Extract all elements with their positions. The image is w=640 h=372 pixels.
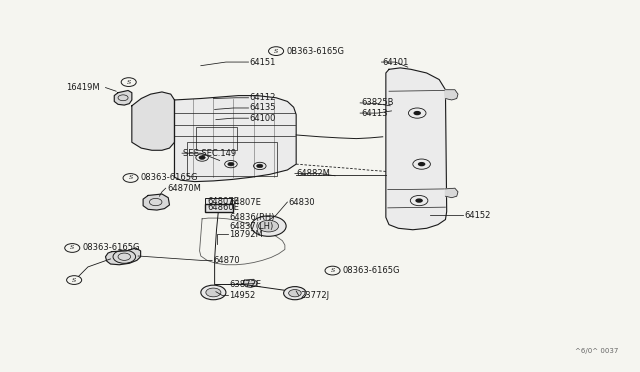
Text: 64101: 64101 xyxy=(383,58,409,67)
Polygon shape xyxy=(115,90,132,105)
Polygon shape xyxy=(243,279,257,287)
Text: 64151: 64151 xyxy=(250,58,276,67)
Text: 0B363-6165G: 0B363-6165G xyxy=(286,46,344,55)
Circle shape xyxy=(259,220,278,232)
Text: 64837(LH): 64837(LH) xyxy=(229,222,273,231)
Circle shape xyxy=(284,286,306,300)
Text: 14952: 14952 xyxy=(229,291,255,300)
FancyBboxPatch shape xyxy=(205,198,232,205)
Text: S: S xyxy=(127,80,131,84)
Polygon shape xyxy=(106,248,141,265)
Text: SEE SEC.149: SEE SEC.149 xyxy=(183,150,236,158)
Circle shape xyxy=(415,198,423,203)
Text: 18792M: 18792M xyxy=(229,230,263,239)
Circle shape xyxy=(257,164,263,168)
Polygon shape xyxy=(445,90,458,100)
Text: 64152: 64152 xyxy=(464,211,491,219)
Circle shape xyxy=(413,111,421,115)
Text: S: S xyxy=(129,176,132,180)
Polygon shape xyxy=(175,96,296,182)
Text: 23772J: 23772J xyxy=(300,291,329,300)
Circle shape xyxy=(418,162,426,166)
Text: 64807E: 64807E xyxy=(229,198,261,207)
Text: 63825B: 63825B xyxy=(362,98,394,108)
Text: 63872E: 63872E xyxy=(229,280,261,289)
Text: S: S xyxy=(330,268,335,273)
Circle shape xyxy=(228,162,234,166)
Text: 08363-6165G: 08363-6165G xyxy=(342,266,400,275)
Text: 64112: 64112 xyxy=(250,93,276,102)
FancyBboxPatch shape xyxy=(205,204,234,212)
Text: 08363-6165G: 08363-6165G xyxy=(83,244,140,253)
Polygon shape xyxy=(445,188,458,198)
Text: 64135: 64135 xyxy=(250,103,276,112)
Circle shape xyxy=(206,288,221,297)
Polygon shape xyxy=(143,194,170,210)
Circle shape xyxy=(289,289,301,297)
Polygon shape xyxy=(386,68,447,230)
Text: 64870: 64870 xyxy=(213,256,240,265)
Text: 64836(RH): 64836(RH) xyxy=(229,213,275,222)
Text: 64860E: 64860E xyxy=(207,203,239,212)
Text: S: S xyxy=(70,246,74,250)
Circle shape xyxy=(199,156,205,159)
Text: 08363-6165G: 08363-6165G xyxy=(141,173,198,183)
Text: 64830: 64830 xyxy=(289,198,316,207)
Text: S: S xyxy=(72,278,76,283)
Circle shape xyxy=(201,285,226,300)
Text: ^6/0^ 0037: ^6/0^ 0037 xyxy=(575,348,618,354)
Text: 64807E: 64807E xyxy=(207,197,239,206)
Circle shape xyxy=(251,216,286,236)
Text: 64113: 64113 xyxy=(362,109,388,118)
Polygon shape xyxy=(132,92,175,150)
Text: 64100: 64100 xyxy=(250,114,276,123)
Text: 64870M: 64870M xyxy=(167,184,201,193)
Text: 16419M: 16419M xyxy=(66,83,99,92)
Text: S: S xyxy=(274,49,278,54)
Text: 64882M: 64882M xyxy=(296,169,330,178)
